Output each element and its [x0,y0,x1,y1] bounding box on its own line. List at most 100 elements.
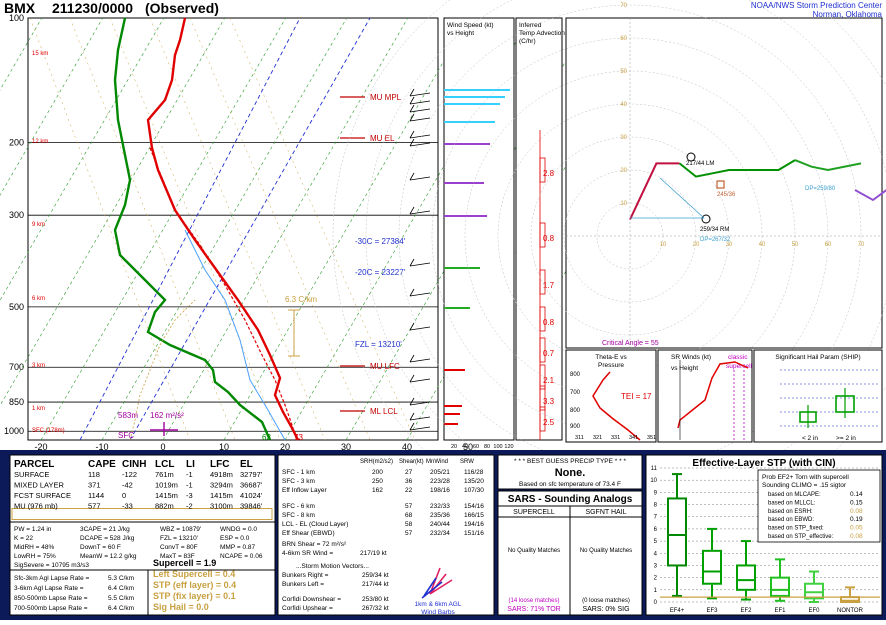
index-value: STP (eff layer) = 0.4 [153,580,236,590]
temp-tick: 30 [341,442,351,452]
adiabat-line [149,17,326,441]
parcel-stat: FZL = 13210' [160,535,198,542]
hodograph-x-tick: 30 [726,242,733,248]
lapse-label: Sfc-3km Agl Lapse Rate = [14,575,90,582]
stp-category: EF3 [706,608,718,614]
kin-cell: 116/28 [464,469,484,476]
wind-barb-flag [409,88,415,97]
hodograph-trace-6-9km [794,159,862,172]
dewpoint-profile [113,17,272,441]
stp-info-label: based on MLLCL: [768,500,816,506]
stp-y-tick: 8 [654,503,658,509]
advection-title-3: (C/hr) [519,38,536,45]
kin-cell: 194/16 [464,521,484,528]
sars-col2: SGFNT HAIL [585,509,626,516]
hodograph-grid: 102030405060708090102030405060708090 [332,0,886,534]
wind-barb [409,262,431,267]
temp-tick: 40 [402,442,412,452]
stp-info-title-2: Sounding CLIMO = .15 sigtor [762,482,847,489]
wind-barb-flag [409,258,415,267]
stp-category: NONTOR [837,608,864,614]
parcel-cell: 32797' [240,470,263,479]
stp-info-label: based on EBWD: [768,517,814,523]
parcel-stat: MaxT = 83F [160,553,195,560]
advection-title-1: Inferred [519,22,542,29]
stp-info-box [757,469,881,543]
hodograph-y-tick: 40 [620,102,627,108]
annotation-lapse: 6.3 C/km [285,295,317,304]
kin-cell: 135/20 [464,478,484,485]
header-time: 211230/0000 [52,0,133,16]
parcel-header: CINH [122,459,146,470]
parcel-stat: ConvT = 80F [160,544,198,551]
isotherm-minus20 [79,17,301,441]
mean-wind-marker [716,180,725,189]
pressure-tick: 700 [9,362,24,372]
parcel-cell: 39846' [240,502,263,511]
label-mean-wind: 245/36 [717,192,736,198]
label-right-mover: 259/34 RM [700,227,729,233]
wind-barb [409,117,431,122]
kin-cell: 107/30 [464,487,484,494]
hodograph-ring [365,0,886,501]
parcel-cell: 371 [88,481,101,490]
advection-bar [539,157,546,183]
wind-speed-panel: Wind Speed (kt) vs Height 20 40 60 80 100 120 [443,17,515,450]
hodograph-x-tick: 40 [759,242,766,248]
hodograph-x-tick: 60 [825,242,832,248]
stp-info-value: 0.05 [850,525,863,532]
advection-title-2: Temp Advection [519,30,565,37]
wind-barb [409,401,431,406]
sars-loose-1: (14 loose matches) [508,598,559,604]
sr-wind-profile [677,361,749,429]
wind-barb-icon-blue [421,577,443,599]
theta-title-1: Theta-E vs [595,354,627,361]
parcel-cell: 1415m [210,491,233,500]
kin-cell: 58 [405,521,413,528]
stp-y-tick: 10 [650,478,657,484]
parcel-panel: PARCEL CAPE CINH LCL LI LFC EL SURFACE 118 -122 76… [9,454,276,616]
wind-barb-flag [409,412,415,421]
theta-x-tick: 351 [647,435,656,441]
theta-plot: 800 700 800 900 311 321 331 341 351 [570,371,656,441]
parcel-header: LI [186,459,195,470]
parcel-cell: 3294m [210,481,233,490]
wind-barb [409,176,431,181]
downdraft-trace [129,299,196,441]
kin-cell: 68 [405,512,413,519]
kin-cell: 57 [405,503,413,510]
parcel-stat: 3CAPE = 21 J/kg [80,526,130,533]
stp-y-tick: 2 [654,576,658,582]
precip-note: Based on sfc temperature of 73.4 F [519,481,621,488]
annotation-fzl: FZL = 13210' [355,340,402,349]
parcel-cell: MU (976 mb) [14,502,58,511]
wind-barb-flag [409,322,415,331]
vector-label: Corfidi Upshear = [282,605,333,612]
kin-cell: 250 [372,478,383,485]
kin-cell: LCL - EL (Cloud Layer) [282,521,348,528]
index-value: STP (fix layer) = 0.1 [153,591,236,601]
wind-speed-axis: 20 40 60 80 100 120 [451,444,514,450]
stp-box [667,497,687,567]
parcel-header: CAPE [88,459,116,470]
advection-bar [539,364,546,390]
parcel-stat: MeanW = 12.2 g/kg [80,553,137,560]
kin-cell: Eff Shear (EBWD) [282,530,335,537]
wind-barb [409,142,431,147]
parcel-cell: 1019m [155,481,178,490]
parcel-cell: 577 [88,502,101,511]
pressure-tick: 1000 [4,426,24,436]
kin-cell: 198/16 [430,487,450,494]
wind-speed-title-2: vs Height [447,30,474,37]
stp-box [804,582,824,600]
stp-title: Effective-Layer STP (with CIN) [692,458,835,469]
theta-p-tick: 800 [570,372,581,378]
sr-wind-label: 4-6km SR Wind = [282,550,333,557]
sars-col1: SUPERCELL [513,509,555,516]
vector-label: Corfidi Downshear = [282,596,341,603]
stp-y-tick: 7 [654,515,658,521]
kinematics-panel: SRH(m2/s2) Shear(kt) MnWind SRW SFC - 1 km 20… [277,454,495,616]
vector-value: 217/44 kt [362,581,389,588]
pressure-tick: 100 [9,13,24,23]
sars-nomatch-2: No Quality Matches [580,548,632,554]
